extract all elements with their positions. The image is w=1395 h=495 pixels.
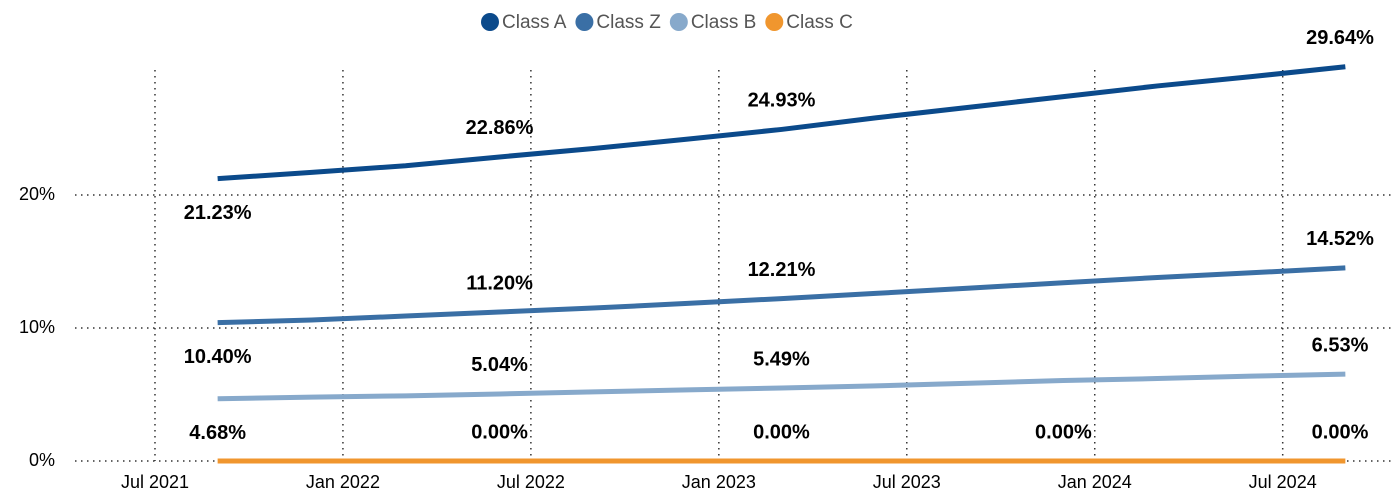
legend-label: Class A [502, 12, 567, 33]
legend-label: Class C [786, 12, 853, 33]
x-tick-label: Jan 2023 [682, 472, 756, 492]
data-label: 14.52% [1306, 228, 1374, 250]
x-tick-label: Jul 2024 [1249, 472, 1317, 492]
data-label: 0.00% [1035, 421, 1092, 443]
data-label: 5.04% [471, 354, 528, 376]
legend-label: Class B [691, 12, 756, 33]
x-tick-label: Jul 2022 [497, 472, 565, 492]
data-label: 24.93% [748, 90, 816, 112]
data-label: 0.00% [471, 421, 528, 443]
y-tick-label: 20% [19, 184, 55, 204]
data-label: 4.68% [189, 422, 246, 444]
legend-marker [669, 13, 688, 31]
data-label: 0.00% [1312, 421, 1369, 443]
data-label: 12.21% [748, 259, 816, 281]
data-label: 5.49% [753, 348, 810, 370]
data-label: 21.23% [184, 202, 252, 224]
x-tick-label: Jan 2022 [306, 472, 380, 492]
data-label: 29.64% [1306, 27, 1374, 49]
legend-marker [481, 13, 499, 31]
x-tick-label: Jul 2023 [873, 472, 941, 492]
data-label: 6.53% [1312, 334, 1369, 356]
legend-marker [575, 13, 594, 31]
legend-marker [765, 13, 784, 31]
line [217, 371, 1346, 402]
data-label: 0.00% [753, 421, 810, 443]
x-tick-label: Jul 2021 [121, 472, 189, 492]
data-label: 10.40% [184, 346, 252, 368]
y-tick-label: 10% [19, 317, 55, 337]
x-tick-label: Jan 2024 [1058, 472, 1132, 492]
line [217, 265, 1346, 326]
line [217, 64, 1346, 182]
data-label: 11.20% [466, 272, 533, 294]
data-label: 22.86% [466, 117, 534, 139]
legend-label: Class Z [596, 12, 661, 33]
y-tick-label: 0% [29, 450, 55, 470]
